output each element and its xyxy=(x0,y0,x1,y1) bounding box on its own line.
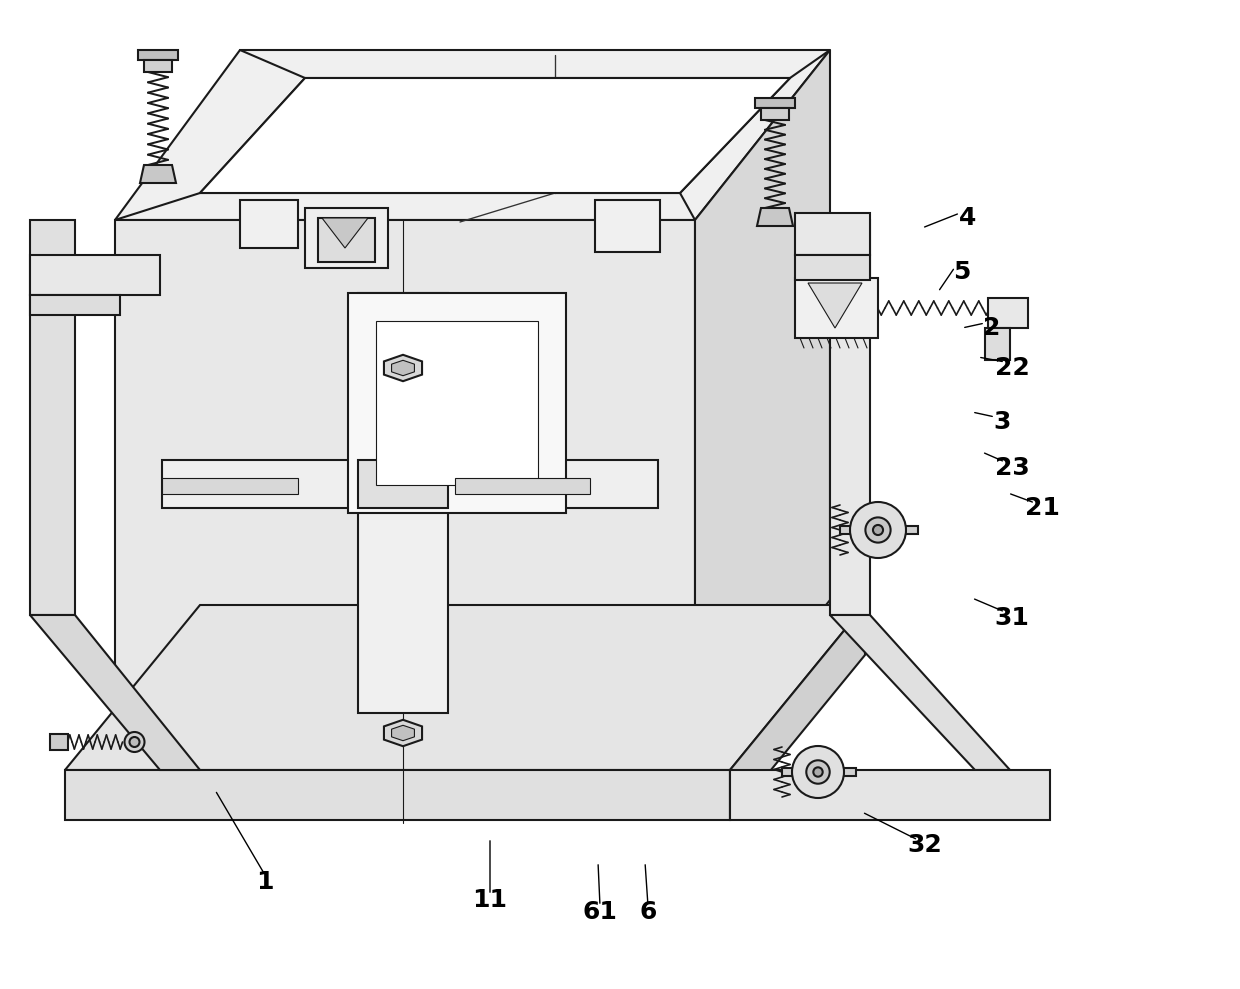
Polygon shape xyxy=(985,328,1011,360)
Polygon shape xyxy=(322,218,368,248)
Polygon shape xyxy=(795,278,878,338)
Polygon shape xyxy=(241,200,298,248)
Text: 21: 21 xyxy=(1024,496,1059,520)
Text: 23: 23 xyxy=(994,456,1029,480)
Polygon shape xyxy=(808,283,862,328)
Circle shape xyxy=(849,502,906,558)
Polygon shape xyxy=(756,208,794,226)
Circle shape xyxy=(806,761,830,783)
Polygon shape xyxy=(30,295,120,315)
Text: 32: 32 xyxy=(908,833,942,857)
Polygon shape xyxy=(30,220,74,615)
Polygon shape xyxy=(115,50,830,220)
Circle shape xyxy=(866,517,890,543)
Polygon shape xyxy=(595,200,660,252)
Text: 3: 3 xyxy=(993,410,1011,434)
Polygon shape xyxy=(795,213,870,255)
Polygon shape xyxy=(830,220,870,615)
Polygon shape xyxy=(50,734,67,750)
Polygon shape xyxy=(30,615,200,770)
Polygon shape xyxy=(30,255,160,295)
Polygon shape xyxy=(392,360,414,376)
Text: 11: 11 xyxy=(472,888,507,912)
Text: 6: 6 xyxy=(640,900,657,924)
Polygon shape xyxy=(384,355,422,381)
Polygon shape xyxy=(358,460,448,508)
Text: 2: 2 xyxy=(983,316,1001,340)
Polygon shape xyxy=(376,321,538,485)
Circle shape xyxy=(873,525,883,535)
Polygon shape xyxy=(730,605,866,820)
Text: 1: 1 xyxy=(257,870,274,894)
Circle shape xyxy=(813,767,822,776)
Polygon shape xyxy=(392,725,414,741)
Polygon shape xyxy=(140,165,176,183)
Polygon shape xyxy=(988,298,1028,328)
Text: 4: 4 xyxy=(960,206,977,230)
Polygon shape xyxy=(782,768,856,776)
Polygon shape xyxy=(305,208,388,268)
Polygon shape xyxy=(755,98,795,108)
Polygon shape xyxy=(348,293,565,513)
Circle shape xyxy=(792,746,844,798)
Polygon shape xyxy=(162,460,358,508)
Polygon shape xyxy=(138,50,179,60)
Polygon shape xyxy=(795,255,870,280)
Text: 5: 5 xyxy=(954,260,971,284)
Polygon shape xyxy=(448,460,658,508)
Polygon shape xyxy=(317,218,374,262)
Circle shape xyxy=(129,737,140,747)
Polygon shape xyxy=(761,108,789,120)
Polygon shape xyxy=(384,720,422,746)
Polygon shape xyxy=(200,78,790,193)
Polygon shape xyxy=(694,50,830,770)
Text: 31: 31 xyxy=(994,606,1029,630)
Polygon shape xyxy=(64,770,730,820)
Polygon shape xyxy=(455,478,590,494)
Text: 22: 22 xyxy=(994,356,1029,380)
Polygon shape xyxy=(144,60,172,72)
Polygon shape xyxy=(115,220,694,770)
Polygon shape xyxy=(162,478,298,494)
Polygon shape xyxy=(830,615,1011,770)
Polygon shape xyxy=(358,293,448,713)
Text: 61: 61 xyxy=(583,900,618,924)
Polygon shape xyxy=(839,526,918,534)
Circle shape xyxy=(124,732,145,752)
Polygon shape xyxy=(730,770,1050,820)
Polygon shape xyxy=(64,605,866,770)
